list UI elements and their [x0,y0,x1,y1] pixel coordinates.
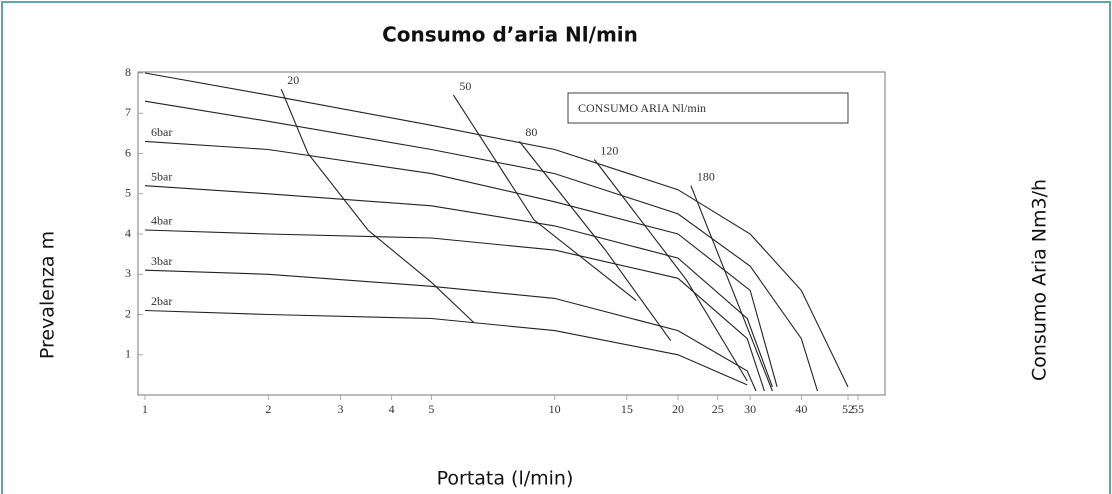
y-tick-label: 2 [125,306,131,320]
series-label: 4bar [151,214,172,228]
curve [593,159,748,382]
x-tick-label: 2 [265,402,271,416]
curve [518,141,672,342]
curve [144,309,748,386]
curve [144,269,757,392]
curve [690,185,773,392]
y-tick-label: 8 [125,65,131,79]
curve [144,100,819,392]
series-label: 2bar [151,294,172,308]
x-tick-label: 25 [712,402,724,416]
y-tick-label: 4 [125,226,131,240]
y-tick-label: 6 [125,145,131,159]
series-label: 20 [287,73,299,87]
x-tick-label: 40 [795,402,807,416]
x-tick-label: 30 [744,402,756,416]
series-label: 120 [600,143,618,157]
chart-title: Consumo d’aria Nl/min [382,23,638,47]
y-axis-label: Prevalenza m [37,231,59,359]
curve [452,94,637,301]
x-tick-label: 4 [389,402,395,416]
curve [144,229,765,392]
x-tick-label: 5 [428,402,434,416]
series-label: 180 [697,169,715,183]
x-tick-label: 15 [621,402,633,416]
y-tick-label: 7 [125,105,131,119]
x-axis-label: Portata (l/min) [437,468,574,490]
x-tick-label: 52 [842,402,854,416]
plot-area [137,71,886,396]
legend-box [567,92,849,124]
x-tick-label: 1 [142,402,148,416]
series-label: 5bar [151,169,172,183]
x-tick-label: 55 [852,402,864,416]
series-label: 3bar [151,254,172,268]
y2-axis-label: Consumo Aria Nm3/h [1029,179,1051,381]
series-label: 6bar [151,125,172,139]
series-label: 50 [459,79,471,93]
x-tick-label: 3 [337,402,343,416]
curve [280,88,475,323]
x-tick-label: 20 [672,402,684,416]
curve [144,72,849,388]
series-label: 80 [525,125,537,139]
legend-text: CONSUMO ARIA Nl/min [578,101,706,115]
x-tick-label: 10 [549,402,561,416]
y-tick-label: 1 [125,347,131,361]
curve [144,140,778,388]
curve [144,185,773,388]
y-tick-label: 5 [125,186,131,200]
y-tick-label: 3 [125,266,131,280]
